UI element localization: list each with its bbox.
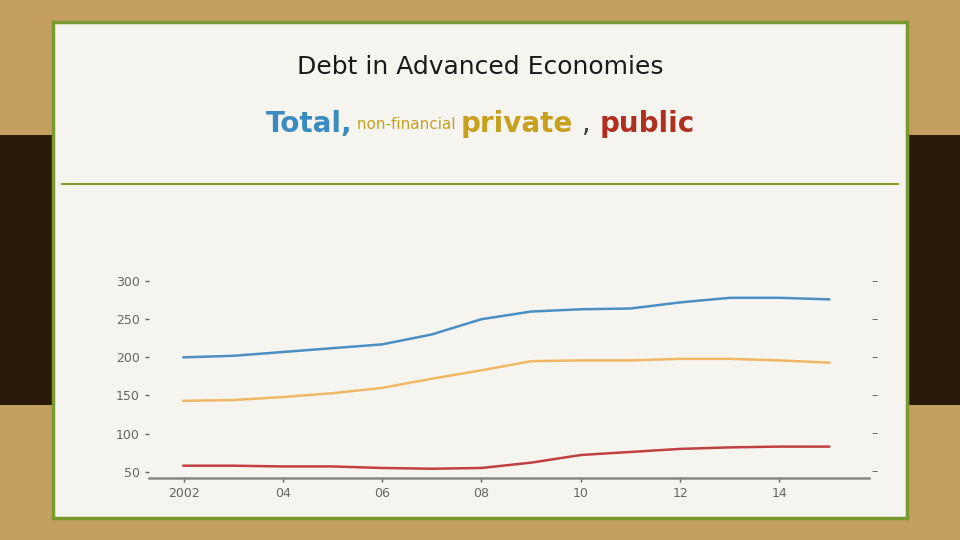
Text: –: – [872,465,877,478]
Text: Debt in Advanced Economies: Debt in Advanced Economies [297,56,663,79]
Text: –: – [872,274,877,287]
Text: non-financial: non-financial [352,117,461,132]
Text: private: private [461,110,573,138]
Text: –: – [872,351,877,364]
Text: Total,: Total, [265,110,352,138]
Text: –: – [872,313,877,326]
Text: –: – [872,427,877,440]
Text: public: public [599,110,695,138]
Text: ,: , [573,110,599,138]
Text: –: – [872,389,877,402]
